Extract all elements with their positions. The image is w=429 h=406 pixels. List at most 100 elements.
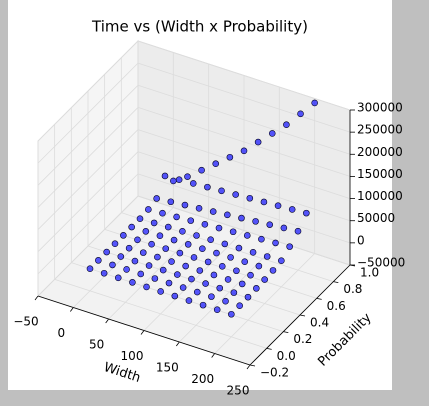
- point: [204, 258, 212, 266]
- point: [216, 284, 224, 292]
- point: [303, 209, 310, 217]
- point: [164, 223, 172, 231]
- point: [187, 217, 195, 224]
- point: [156, 232, 164, 239]
- point: [213, 249, 220, 257]
- point: [157, 288, 164, 295]
- grid-line: [37, 151, 139, 252]
- point: [154, 253, 161, 261]
- point: [238, 214, 245, 222]
- point: [249, 249, 257, 256]
- point: [232, 191, 239, 198]
- point: [226, 153, 234, 161]
- point: [185, 297, 193, 304]
- point: [181, 201, 189, 209]
- grid-line: [137, 151, 351, 222]
- point: [228, 310, 235, 318]
- point: [244, 293, 252, 301]
- point: [145, 206, 152, 213]
- point: [213, 306, 221, 313]
- point: [218, 187, 225, 195]
- point: [129, 279, 136, 286]
- point: [199, 301, 207, 309]
- point: [136, 215, 144, 222]
- point: [210, 271, 218, 279]
- point: [288, 206, 296, 213]
- grid-line: [37, 129, 139, 230]
- point: [170, 177, 177, 185]
- point: [173, 213, 180, 221]
- point: [243, 232, 251, 239]
- point: [272, 239, 279, 247]
- grid-line: [137, 173, 351, 244]
- point: [171, 292, 179, 300]
- y-tick-label: −0.2: [260, 366, 289, 380]
- point: [207, 236, 214, 243]
- point: [212, 160, 220, 168]
- point: [253, 285, 260, 292]
- point: [222, 297, 229, 305]
- point: [131, 257, 139, 265]
- point: [236, 302, 243, 309]
- point: [311, 99, 318, 107]
- z-tick-label: 250000: [357, 123, 403, 137]
- point: [229, 228, 237, 236]
- point: [179, 227, 186, 235]
- grid-line: [37, 40, 139, 142]
- z-tick-label: 200000: [357, 145, 403, 159]
- point: [297, 110, 304, 118]
- point: [143, 283, 150, 291]
- point: [202, 280, 209, 287]
- x-tick-label: 250: [227, 384, 250, 398]
- grid-line: [37, 107, 139, 208]
- point: [175, 176, 183, 183]
- grid-line: [137, 84, 351, 155]
- point: [123, 266, 130, 273]
- point: [161, 172, 169, 180]
- point: [209, 208, 217, 215]
- point: [150, 219, 158, 227]
- point: [189, 180, 197, 187]
- point: [139, 249, 147, 256]
- x-tick-mark: [105, 318, 109, 324]
- grid-line: [54, 278, 267, 349]
- point: [114, 274, 122, 282]
- point: [125, 244, 133, 252]
- x-tick-label: 50: [89, 338, 104, 352]
- point: [100, 269, 108, 277]
- point: [170, 236, 178, 244]
- point: [233, 267, 240, 275]
- point: [193, 232, 200, 239]
- x-tick-mark: [140, 330, 145, 335]
- z-tick-label: 300000: [357, 101, 403, 115]
- point: [198, 166, 205, 174]
- point: [103, 248, 110, 256]
- point: [238, 280, 246, 288]
- point: [230, 289, 238, 296]
- y-tick-label: 0.4: [310, 316, 329, 330]
- point: [95, 257, 102, 264]
- point: [151, 275, 159, 282]
- point: [174, 271, 181, 278]
- point: [134, 236, 141, 244]
- point: [235, 244, 243, 252]
- grid-line: [137, 40, 351, 111]
- point: [199, 245, 206, 252]
- point: [218, 263, 226, 270]
- point: [184, 241, 192, 248]
- grid-line: [137, 129, 351, 199]
- point: [153, 195, 160, 202]
- grid-line: [37, 62, 139, 164]
- point: [167, 198, 175, 206]
- x-tick-mark: [70, 307, 74, 312]
- point: [247, 271, 254, 279]
- point: [159, 209, 166, 217]
- grid-line: [137, 195, 351, 266]
- y-tick-mark: [283, 331, 289, 334]
- point: [201, 221, 209, 228]
- point: [120, 232, 127, 239]
- x-tick-label: 150: [156, 361, 179, 375]
- x-tick-label: 200: [191, 372, 214, 386]
- point: [224, 276, 232, 283]
